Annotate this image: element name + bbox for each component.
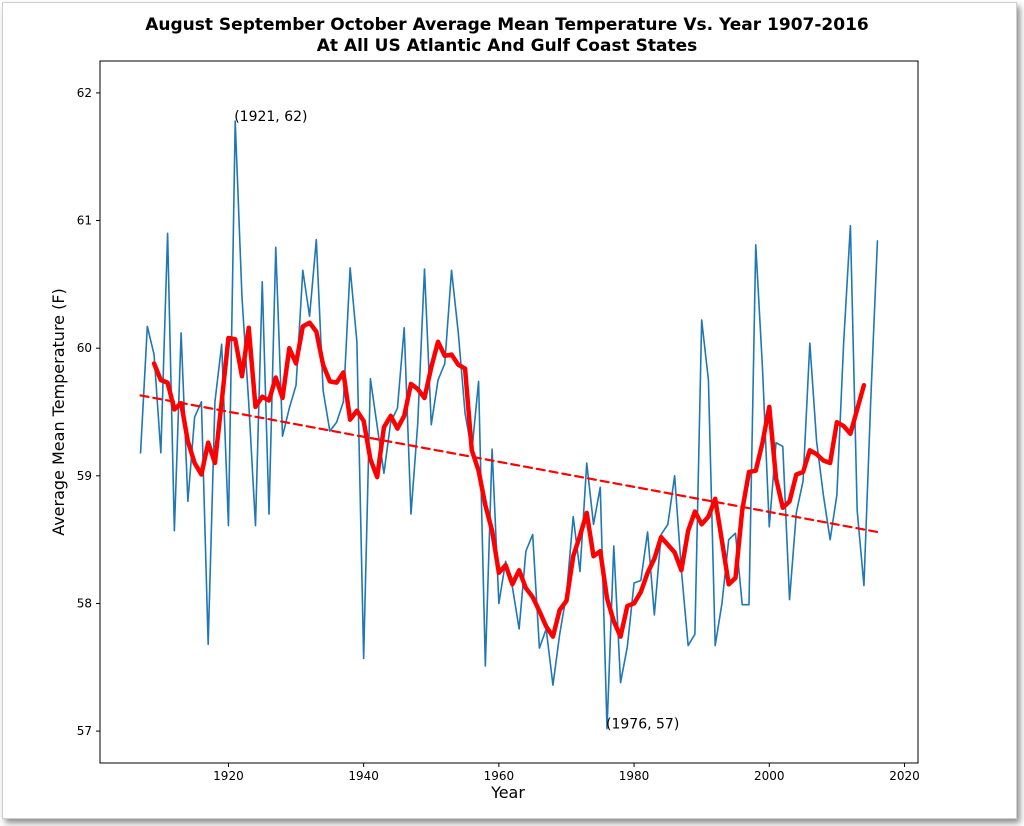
y-axis-label: Average Mean Temperature (F) [49, 288, 68, 536]
y-tick-label: 60 [77, 341, 92, 355]
y-tick-label: 62 [77, 86, 92, 100]
moving-average-line [151, 320, 867, 639]
x-tick-label: 2000 [754, 769, 785, 783]
x-tick-label: 1960 [484, 769, 515, 783]
y-tick-label: 61 [77, 214, 92, 228]
plot-area [99, 60, 919, 764]
x-axis: 1920 1940 1960 1980 2000 2020 [213, 763, 920, 783]
point-annotation: (1921, 62) [234, 109, 307, 125]
annotations: (1921, 62) (1976, 57) [234, 109, 679, 733]
series-layer [139, 120, 879, 730]
x-tick-label: 2020 [889, 769, 920, 783]
y-axis: 57 58 59 60 61 62 [77, 86, 100, 738]
y-tick-label: 59 [77, 469, 92, 483]
chart-subtitle: At All US Atlantic And Gulf Coast States [317, 36, 697, 56]
chart-title: August September October Average Mean Te… [145, 15, 869, 35]
x-tick-label: 1940 [348, 769, 379, 783]
y-tick-label: 57 [77, 724, 92, 738]
point-annotation: (1976, 57) [606, 717, 679, 733]
trend-line [139, 394, 879, 534]
x-tick-label: 1980 [619, 769, 650, 783]
y-tick-label: 58 [77, 596, 92, 610]
x-axis-label: Year [490, 783, 525, 802]
x-tick-label: 1920 [213, 769, 244, 783]
